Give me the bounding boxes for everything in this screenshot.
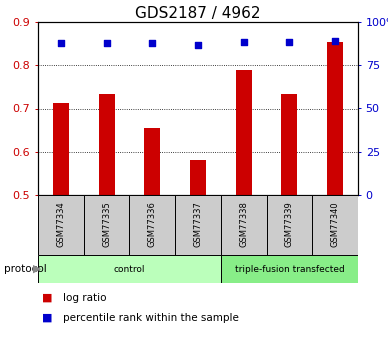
Title: GDS2187 / 4962: GDS2187 / 4962 <box>135 6 261 21</box>
Text: ▶: ▶ <box>33 264 42 274</box>
Point <box>286 39 293 45</box>
Text: control: control <box>114 265 145 274</box>
Bar <box>312 195 358 255</box>
Point <box>195 42 201 48</box>
Bar <box>84 195 130 255</box>
Text: GSM77336: GSM77336 <box>148 201 157 247</box>
Bar <box>267 195 312 255</box>
Bar <box>190 160 206 195</box>
Point <box>58 40 64 46</box>
Bar <box>144 128 160 195</box>
Text: GSM77339: GSM77339 <box>285 201 294 247</box>
Bar <box>53 103 69 195</box>
Text: GSM77334: GSM77334 <box>56 201 65 247</box>
Text: percentile rank within the sample: percentile rank within the sample <box>63 313 239 323</box>
Bar <box>99 94 114 195</box>
Text: GSM77338: GSM77338 <box>239 201 248 247</box>
Text: ■: ■ <box>42 293 52 303</box>
Bar <box>236 70 252 195</box>
Point <box>149 40 155 46</box>
Text: triple-fusion transfected: triple-fusion transfected <box>235 265 344 274</box>
Text: GSM77340: GSM77340 <box>331 201 340 247</box>
Text: GSM77337: GSM77337 <box>194 201 203 247</box>
Bar <box>130 195 175 255</box>
Point <box>241 39 247 45</box>
Bar <box>38 195 84 255</box>
Bar <box>175 195 221 255</box>
Bar <box>221 255 358 283</box>
Text: GSM77335: GSM77335 <box>102 201 111 247</box>
Bar <box>38 255 221 283</box>
Point <box>104 40 110 46</box>
Text: protocol: protocol <box>4 264 47 274</box>
Bar <box>327 42 343 195</box>
Text: log ratio: log ratio <box>63 293 107 303</box>
Bar <box>281 94 298 195</box>
Point <box>332 38 338 44</box>
Bar <box>221 195 267 255</box>
Text: ■: ■ <box>42 313 52 323</box>
